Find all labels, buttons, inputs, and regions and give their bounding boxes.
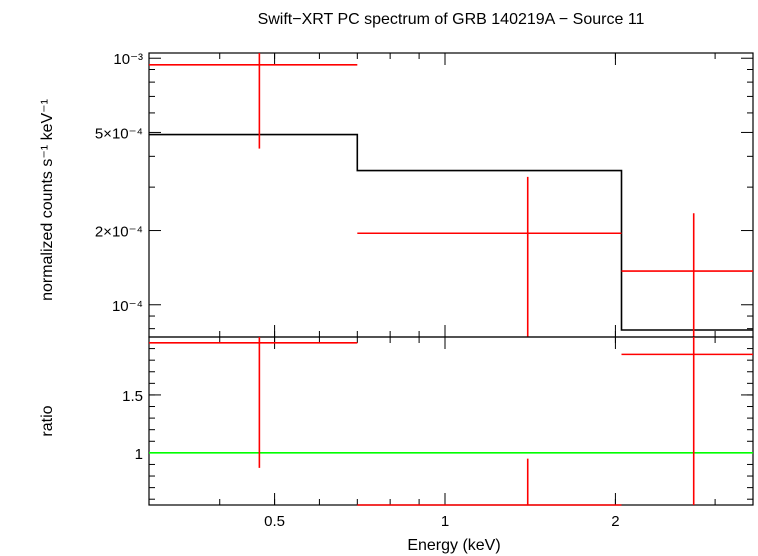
spectrum-panel: 10⁻³ 5×10⁻⁴ 2×10⁻⁴ 10⁻⁴ [95,51,754,338]
spectrum-y-axis-label: normalized counts s⁻¹ keV⁻¹ [39,99,56,301]
chart-title: Swift−XRT PC spectrum of GRB 140219A − S… [258,11,645,28]
x-axis-tick-labels: 0.5 1 2 [264,513,619,530]
spectrum-y-tick-label: 5×10⁻⁴ [95,125,143,142]
spectrum-y-tick-label: 10⁻³ [113,51,143,68]
x-tick-label: 2 [611,513,619,530]
spectrum-data-point [357,176,622,337]
model-step-line [149,133,753,331]
ratio-frame [148,336,754,506]
x-axis-label: Energy (keV) [407,537,500,554]
spectrum-frame [148,52,754,338]
ratio-panel: 11.5 [122,336,754,506]
spectrum-data-point [621,213,753,337]
ratio-data-point [357,458,622,506]
ratio-data-point [621,337,753,505]
spectrum-y-tick-label: 10⁻⁴ [112,298,143,315]
spectrum-y-tick-label: 2×10⁻⁴ [95,224,143,241]
x-tick-label: 0.5 [264,513,285,530]
ratio-data-point [149,337,358,468]
x-tick-label: 1 [441,513,449,530]
spectrum-data-point [149,53,358,149]
ratio-y-tick-label: 1.5 [122,388,143,405]
ratio-y-tick-label: 1 [135,446,143,463]
ratio-y-axis-label: ratio [39,405,56,436]
